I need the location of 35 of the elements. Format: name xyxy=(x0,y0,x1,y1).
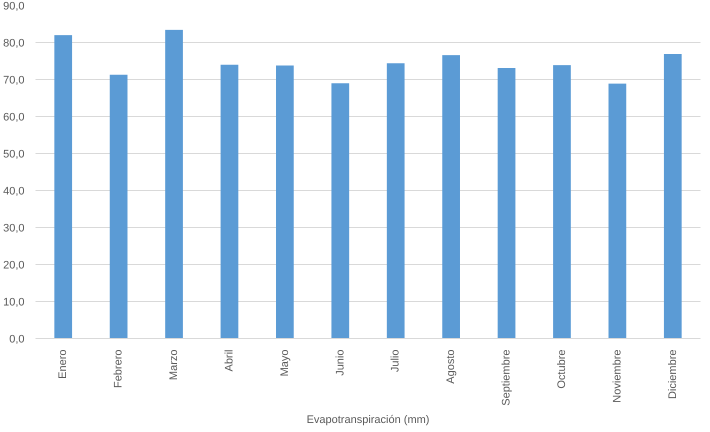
x-tick-label: Octubre xyxy=(556,349,568,389)
x-tick-label: Febrero xyxy=(112,349,125,388)
bar xyxy=(386,63,405,338)
y-tick-label: 90,0 xyxy=(3,0,25,12)
x-tick-label: Mayo xyxy=(278,349,291,376)
x-axis-title: Evapotranspiración (mm) xyxy=(306,414,430,426)
bar xyxy=(54,35,72,338)
x-tick-label: Septiembre xyxy=(500,349,513,406)
x-tick-label: Diciembre xyxy=(666,349,679,400)
bar xyxy=(664,54,682,338)
y-tick-label: 70,0 xyxy=(3,74,25,86)
x-tick-label: Marzo xyxy=(168,350,180,380)
bar xyxy=(608,84,626,338)
bar xyxy=(220,64,238,338)
y-tick-label: 20,0 xyxy=(3,260,25,272)
bar xyxy=(553,65,571,338)
bar xyxy=(276,65,294,338)
y-tick-label: 30,0 xyxy=(3,222,25,234)
bar xyxy=(442,55,460,338)
x-tick-label: Enero xyxy=(57,349,70,379)
x-tick-label: Noviembre xyxy=(611,349,624,403)
y-tick-label: 0,0 xyxy=(9,334,25,346)
y-tick-label: 80,0 xyxy=(3,38,25,50)
bar xyxy=(110,74,128,338)
y-tick-label: 50,0 xyxy=(3,148,25,160)
x-tick-label: Abril xyxy=(223,349,236,372)
x-tick-label: Junio xyxy=(334,350,346,376)
x-tick-label: Julio xyxy=(390,350,402,372)
x-tick-label: Agosto xyxy=(445,349,458,384)
y-tick-label: 40,0 xyxy=(3,186,25,198)
bar xyxy=(331,83,350,338)
y-tick-label: 10,0 xyxy=(3,296,25,308)
bar xyxy=(498,68,516,338)
y-tick-label: 60,0 xyxy=(3,112,25,124)
bar xyxy=(165,30,183,338)
